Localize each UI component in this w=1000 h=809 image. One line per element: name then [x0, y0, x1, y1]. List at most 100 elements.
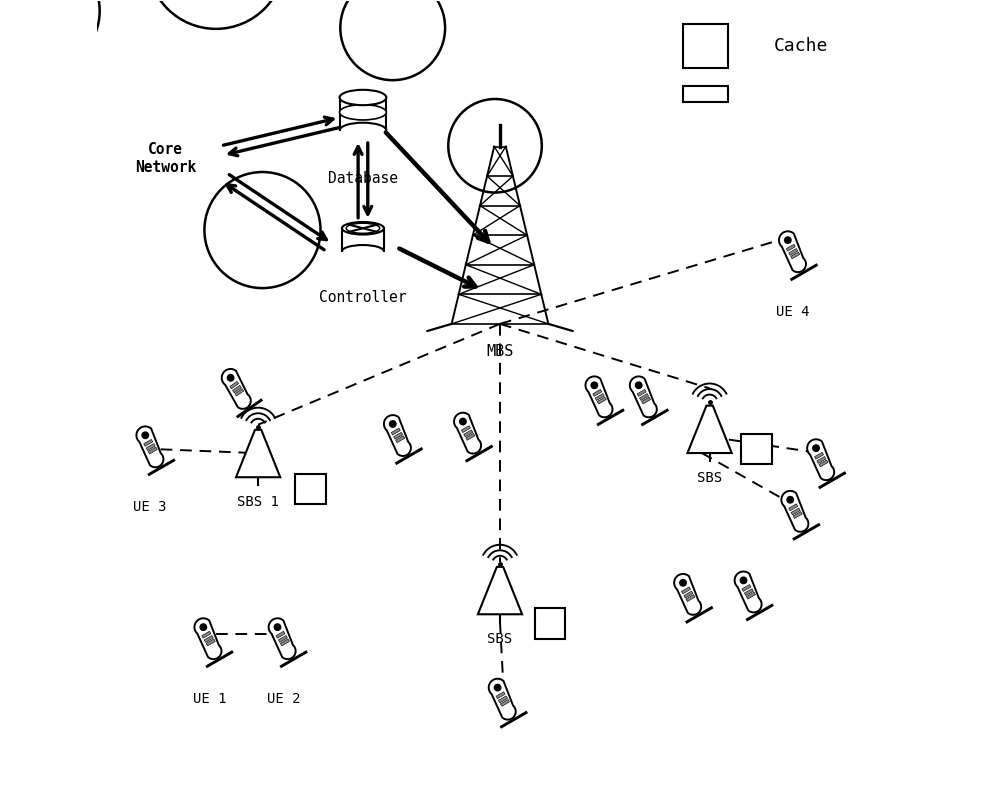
Circle shape: [0, 180, 52, 280]
Polygon shape: [204, 636, 213, 642]
Polygon shape: [489, 679, 516, 719]
Polygon shape: [735, 571, 762, 612]
Circle shape: [460, 418, 466, 425]
Polygon shape: [148, 447, 157, 454]
Text: Database: Database: [328, 171, 398, 186]
Ellipse shape: [342, 222, 384, 235]
Circle shape: [227, 375, 234, 381]
Circle shape: [200, 624, 207, 630]
Bar: [535, 608, 565, 639]
Polygon shape: [637, 389, 646, 396]
Ellipse shape: [79, 104, 260, 188]
Circle shape: [390, 421, 396, 427]
Bar: [741, 434, 772, 464]
Polygon shape: [235, 388, 244, 396]
Bar: [683, 86, 728, 102]
Circle shape: [591, 382, 598, 388]
Ellipse shape: [56, 36, 189, 120]
Polygon shape: [597, 397, 606, 404]
Circle shape: [448, 99, 542, 193]
Polygon shape: [454, 413, 481, 454]
Polygon shape: [781, 491, 808, 532]
Circle shape: [785, 237, 791, 244]
Polygon shape: [269, 618, 296, 659]
Text: SBS 1: SBS 1: [237, 495, 279, 509]
Circle shape: [635, 382, 642, 388]
Polygon shape: [687, 405, 732, 453]
Polygon shape: [789, 504, 798, 510]
Polygon shape: [791, 508, 800, 515]
Circle shape: [340, 0, 445, 80]
Text: Core
Network: Core Network: [135, 142, 196, 175]
Bar: [295, 474, 326, 505]
Text: UE 2: UE 2: [267, 692, 301, 705]
Text: Controller: Controller: [319, 290, 407, 305]
Polygon shape: [230, 381, 239, 389]
Polygon shape: [744, 589, 753, 595]
Circle shape: [0, 0, 100, 71]
Text: SBS: SBS: [697, 471, 722, 485]
Polygon shape: [674, 574, 701, 615]
Polygon shape: [136, 426, 163, 468]
Bar: [683, 23, 728, 68]
Circle shape: [680, 579, 686, 586]
Polygon shape: [394, 432, 403, 439]
Polygon shape: [478, 567, 522, 614]
Polygon shape: [340, 98, 386, 130]
Polygon shape: [814, 452, 824, 460]
Circle shape: [813, 445, 819, 451]
Polygon shape: [496, 692, 505, 699]
Polygon shape: [280, 639, 289, 646]
Polygon shape: [746, 592, 755, 599]
Polygon shape: [144, 439, 153, 447]
Polygon shape: [194, 618, 221, 659]
Ellipse shape: [340, 104, 386, 120]
Circle shape: [494, 684, 501, 691]
Polygon shape: [206, 639, 215, 646]
Polygon shape: [793, 511, 802, 519]
Polygon shape: [146, 443, 155, 451]
Polygon shape: [593, 389, 602, 396]
Polygon shape: [807, 439, 834, 481]
Polygon shape: [342, 228, 384, 252]
Text: MBS: MBS: [486, 344, 514, 359]
Polygon shape: [236, 430, 280, 477]
Polygon shape: [498, 696, 508, 703]
Polygon shape: [585, 376, 612, 417]
Polygon shape: [464, 430, 473, 437]
Polygon shape: [500, 700, 510, 706]
Ellipse shape: [340, 90, 386, 105]
Polygon shape: [630, 376, 657, 417]
Polygon shape: [819, 460, 828, 467]
Text: Cache: Cache: [774, 36, 828, 55]
Polygon shape: [779, 231, 806, 272]
Circle shape: [787, 497, 793, 503]
Polygon shape: [786, 244, 795, 251]
Text: UE 3: UE 3: [133, 500, 167, 514]
Circle shape: [142, 432, 148, 438]
Polygon shape: [391, 428, 400, 435]
Polygon shape: [640, 394, 649, 400]
Polygon shape: [681, 587, 691, 594]
Text: UE 4: UE 4: [776, 304, 809, 319]
Polygon shape: [461, 426, 470, 433]
Text: UE 1: UE 1: [193, 692, 227, 705]
Polygon shape: [278, 636, 287, 642]
Circle shape: [204, 172, 321, 288]
Polygon shape: [817, 456, 826, 464]
Polygon shape: [466, 434, 475, 440]
Text: SBS: SBS: [487, 632, 513, 646]
Polygon shape: [384, 415, 411, 456]
Polygon shape: [791, 252, 800, 259]
Circle shape: [147, 0, 284, 29]
Polygon shape: [789, 248, 798, 256]
Polygon shape: [595, 394, 604, 400]
Polygon shape: [222, 369, 251, 409]
Circle shape: [274, 624, 281, 630]
Polygon shape: [684, 591, 693, 598]
Polygon shape: [276, 631, 285, 638]
Polygon shape: [202, 631, 211, 638]
Circle shape: [740, 577, 747, 583]
Polygon shape: [233, 385, 241, 392]
Polygon shape: [642, 397, 651, 404]
